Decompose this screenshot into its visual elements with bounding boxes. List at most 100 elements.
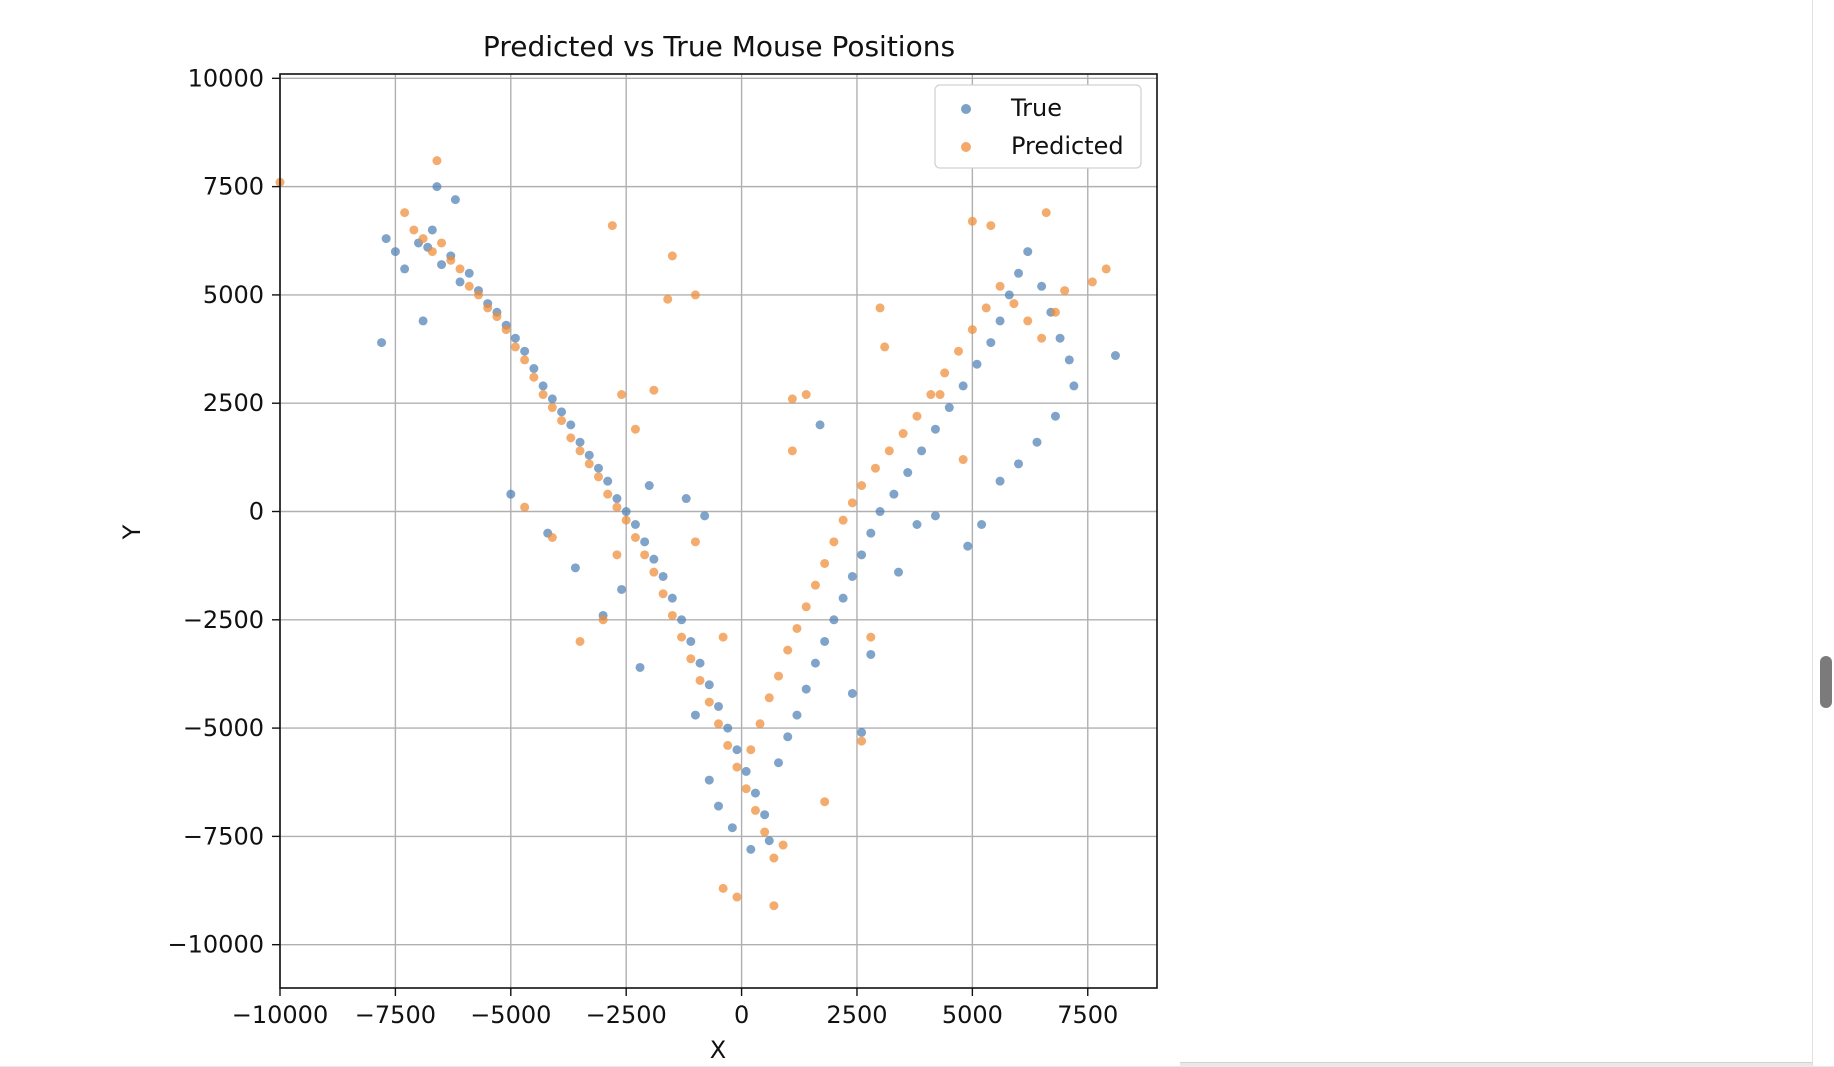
predicted-point: [732, 892, 742, 902]
predicted-point: [801, 602, 811, 612]
predicted-point: [760, 827, 770, 837]
predicted-point: [483, 303, 493, 313]
true-point: [612, 494, 622, 504]
predicted-point: [935, 390, 945, 400]
predicted-point: [958, 455, 968, 465]
predicted-point: [584, 459, 594, 469]
true-point: [930, 424, 940, 434]
true-point: [917, 446, 927, 456]
predicted-point: [690, 537, 700, 547]
true-point: [995, 316, 1005, 326]
true-point: [506, 489, 516, 499]
true-point: [432, 182, 442, 192]
y-tick-label: −10000: [168, 931, 264, 959]
true-point: [570, 563, 580, 573]
predicted-point: [446, 255, 456, 265]
true-point: [584, 450, 594, 460]
true-point: [690, 710, 700, 720]
true-point: [455, 277, 465, 287]
predicted-point: [723, 740, 733, 750]
predicted-point: [501, 325, 511, 335]
predicted-point: [857, 481, 867, 491]
predicted-point: [658, 589, 668, 599]
true-point: [437, 260, 447, 270]
predicted-point: [866, 632, 876, 642]
true-point: [658, 571, 668, 581]
y-tick-label: 0: [249, 498, 264, 526]
predicted-point: [783, 645, 793, 655]
scatter-points: [275, 156, 1120, 911]
predicted-point: [640, 550, 650, 560]
predicted-point: [986, 221, 996, 231]
true-point: [1004, 290, 1014, 300]
predicted-point: [1023, 316, 1033, 326]
predicted-point: [612, 502, 622, 512]
vertical-scrollbar[interactable]: [1812, 0, 1834, 1066]
predicted-point: [575, 446, 585, 456]
predicted-point: [617, 390, 627, 400]
true-point: [723, 723, 733, 733]
predicted-point: [427, 247, 437, 257]
true-point: [857, 550, 867, 560]
true-point: [510, 333, 520, 343]
predicted-point: [820, 558, 830, 568]
predicted-point: [820, 797, 830, 807]
true-point: [732, 745, 742, 755]
y-tick-label: 2500: [203, 389, 264, 417]
y-tick-label: 10000: [188, 64, 264, 92]
true-point: [815, 420, 825, 430]
predicted-point: [718, 632, 728, 642]
scatter-figure: Predicted vs True Mouse Positions −10000…: [118, 30, 1158, 1064]
predicted-point: [787, 446, 797, 456]
true-point: [792, 710, 802, 720]
true-point: [746, 844, 756, 854]
predicted-point: [912, 411, 922, 421]
predicted-point: [547, 403, 557, 413]
true-point: [617, 584, 627, 594]
true-point: [995, 476, 1005, 486]
predicted-point: [940, 368, 950, 378]
predicted-point: [704, 697, 714, 707]
true-point: [649, 554, 659, 564]
predicted-point: [792, 623, 802, 633]
predicted-point: [437, 238, 447, 248]
true-point: [667, 593, 677, 603]
predicted-point: [1060, 286, 1070, 296]
predicted-point: [1009, 299, 1019, 309]
true-point: [1014, 268, 1024, 278]
true-point: [381, 234, 391, 244]
true-point: [377, 338, 387, 348]
true-point: [1023, 247, 1033, 257]
predicted-point: [575, 636, 585, 646]
true-point: [810, 658, 820, 668]
true-point: [630, 520, 640, 529]
true-point: [635, 662, 645, 672]
y-tick-label: 5000: [203, 281, 264, 309]
scrollbar-thumb[interactable]: [1820, 656, 1832, 708]
predicted-point: [649, 567, 659, 577]
predicted-point: [746, 745, 756, 755]
predicted-point: [1037, 333, 1047, 343]
true-point: [944, 403, 954, 413]
predicted-point: [967, 216, 977, 226]
predicted-point: [667, 251, 677, 261]
predicted-point: [926, 390, 936, 400]
true-point: [727, 823, 737, 833]
true-point: [704, 680, 714, 690]
predicted-point: [870, 463, 880, 473]
true-point: [700, 511, 710, 521]
predicted-point: [677, 632, 687, 642]
y-axis-label: Y: [118, 524, 146, 540]
predicted-point: [464, 281, 474, 291]
true-point: [894, 567, 904, 577]
true-point: [930, 511, 940, 521]
predicted-point: [995, 281, 1005, 291]
true-point: [681, 494, 691, 504]
x-tick-label: −10000: [232, 1001, 328, 1029]
true-point: [760, 810, 770, 820]
x-tick-label: −7500: [355, 1001, 436, 1029]
predicted-point: [1041, 208, 1051, 218]
x-axis-label: X: [710, 1036, 726, 1064]
predicted-point: [649, 385, 659, 395]
true-point: [1050, 411, 1060, 421]
